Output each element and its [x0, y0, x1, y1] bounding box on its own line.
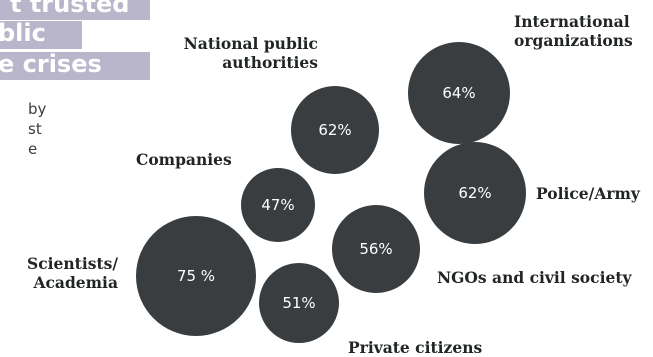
title-line-2: blic	[0, 21, 82, 49]
label-police: Police/Army	[536, 184, 640, 203]
title-line-1: t trusted	[0, 0, 150, 20]
bubble-scientists-value: 75 %	[177, 267, 215, 285]
label-private: Private citizens	[348, 338, 483, 357]
intro-line-2: st	[28, 120, 42, 138]
bubble-national	[291, 86, 379, 174]
bubble-ngos-value: 56%	[359, 240, 392, 258]
label-national: National public authorities	[183, 34, 318, 72]
label-companies: Companies	[136, 150, 232, 169]
bubble-scientists	[136, 216, 256, 336]
label-international: International organizations	[514, 12, 633, 50]
bubble-national-value: 62%	[318, 121, 351, 139]
bubble-private-value: 51%	[282, 294, 315, 312]
label-scientists: Scientists/Academia	[27, 254, 118, 292]
label-ngos: NGOs and civil society	[437, 268, 632, 287]
bubble-companies	[241, 168, 315, 242]
bubble-private	[259, 263, 339, 343]
bubble-companies-value: 47%	[261, 196, 294, 214]
bubble-international	[408, 42, 510, 144]
intro-line-3: e	[28, 140, 38, 158]
bubble-ngos	[332, 205, 420, 293]
bubble-police	[424, 142, 526, 244]
title-line-3: e crises	[0, 52, 150, 80]
bubble-police-value: 62%	[458, 184, 491, 202]
bubble-international-value: 64%	[442, 84, 475, 102]
